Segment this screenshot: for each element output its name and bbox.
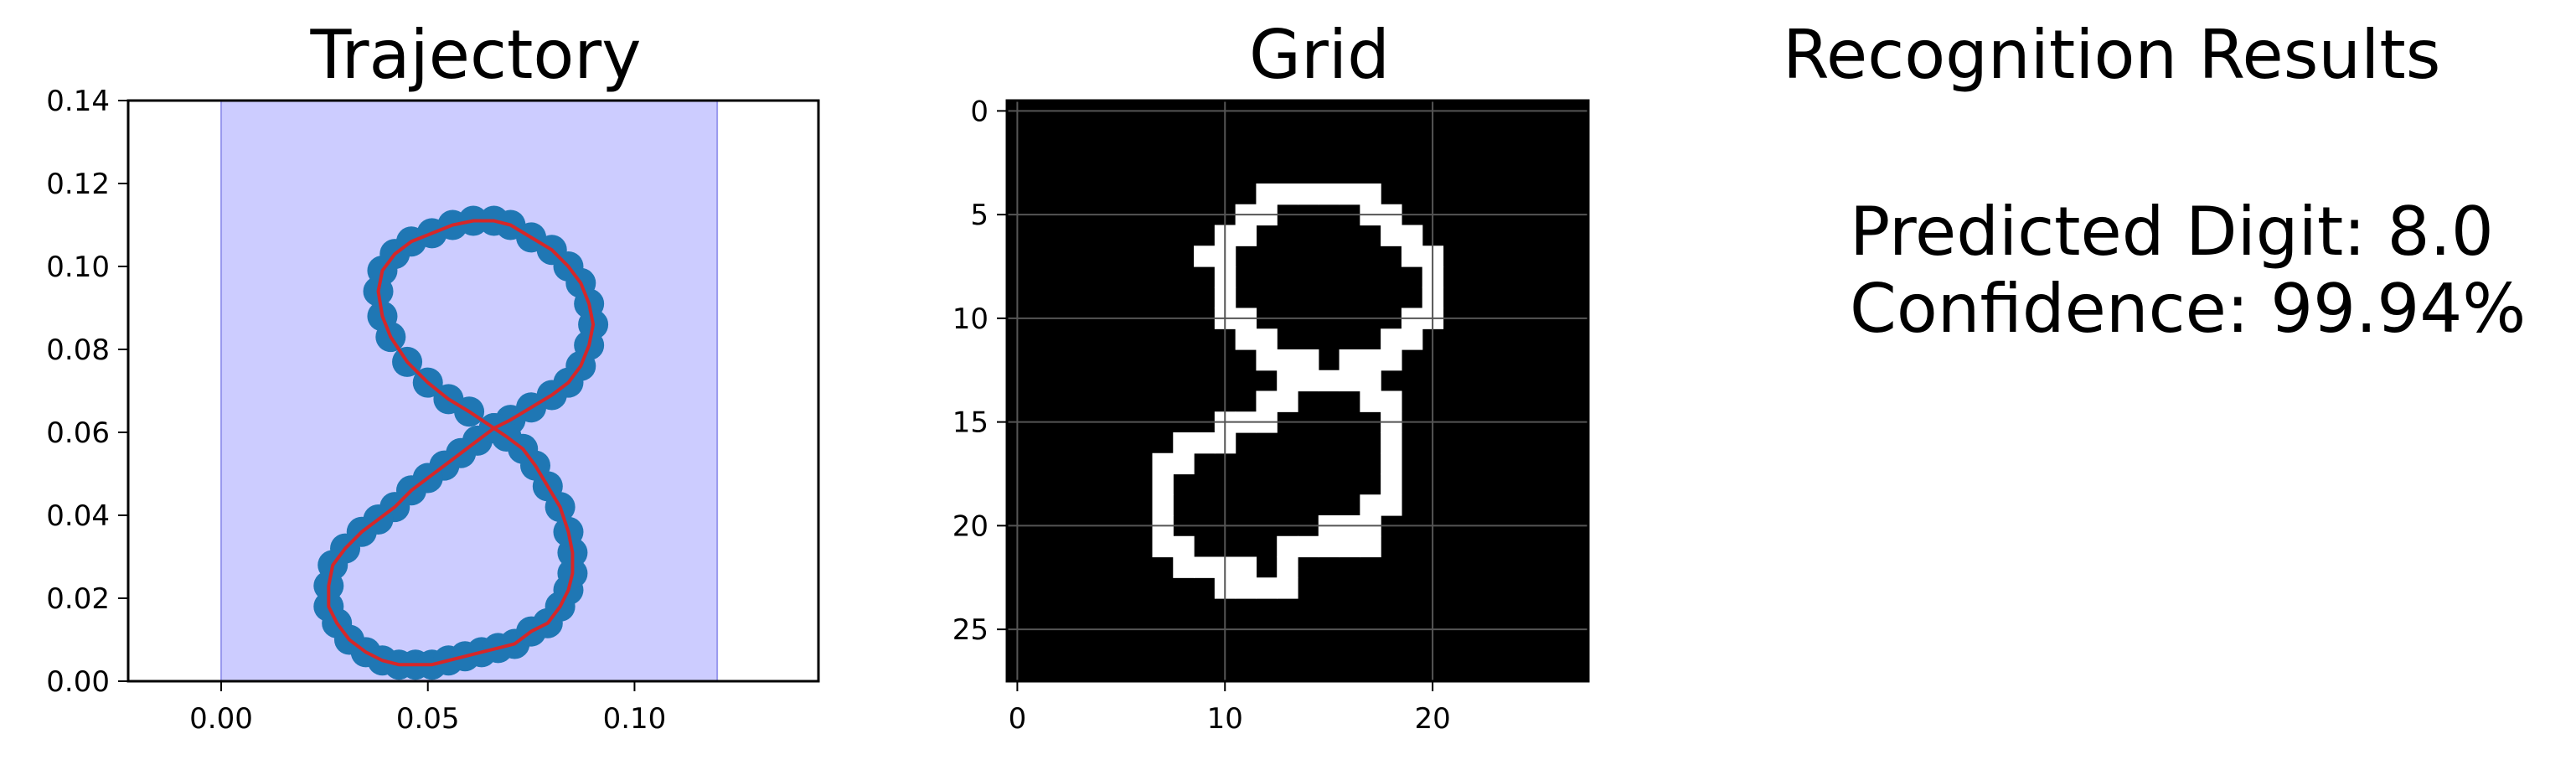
grid-cell-on bbox=[1381, 494, 1402, 516]
grid-cell-on bbox=[1360, 494, 1381, 516]
y-tick-label: 10 bbox=[952, 302, 989, 336]
trajectory-title: Trajectory bbox=[310, 16, 642, 94]
grid-cell-on bbox=[1173, 535, 1195, 558]
x-tick-label: 20 bbox=[1414, 702, 1450, 736]
x-tick-label: 0.05 bbox=[396, 702, 460, 736]
grid-cell-on bbox=[1152, 473, 1174, 495]
confidence-text: Confidence: 99.94% bbox=[1850, 270, 2526, 348]
grid-cell-on bbox=[1277, 390, 1298, 412]
grid-cell-on bbox=[1318, 535, 1340, 558]
grid-cell-on bbox=[1256, 577, 1278, 599]
trajectory-axes-frame bbox=[126, 99, 820, 683]
grid-cell-on bbox=[1277, 370, 1298, 392]
y-tick-label: 0.14 bbox=[46, 85, 110, 118]
grid-cell-on bbox=[1277, 349, 1298, 371]
grid-cell-on bbox=[1360, 370, 1381, 392]
grid-cell-on bbox=[1339, 183, 1360, 205]
grid-cell-on bbox=[1173, 452, 1195, 475]
grid-cell-on bbox=[1360, 535, 1381, 558]
trajectory-panel: Trajectory 0.00 0.05 0.10 0.00 0.02 0.04 0.06… bbox=[46, 16, 820, 736]
grid-cell-on bbox=[1401, 328, 1423, 350]
grid-cell-on bbox=[1360, 390, 1381, 412]
grid-cell-on bbox=[1256, 328, 1278, 350]
grid-title: Grid bbox=[1249, 16, 1390, 94]
grid-cell-on bbox=[1173, 556, 1195, 578]
grid-cell-on bbox=[1381, 473, 1402, 495]
grid-cells bbox=[1152, 183, 1444, 599]
y-tick-label: 15 bbox=[952, 406, 989, 440]
x-tick-label: 0.00 bbox=[189, 702, 253, 736]
results-panel: Recognition Results Predicted Digit: 8.0… bbox=[1783, 16, 2526, 348]
x-tick-label: 10 bbox=[1207, 702, 1243, 736]
grid-gridlines bbox=[1007, 101, 1588, 681]
y-tick-label: 0.06 bbox=[46, 416, 110, 450]
y-tick-label: 0.04 bbox=[46, 499, 110, 533]
y-tick-label: 0.00 bbox=[46, 665, 110, 699]
grid-cell-on bbox=[1256, 183, 1278, 205]
predicted-digit-text: Predicted Digit: 8.0 bbox=[1850, 193, 2494, 271]
grid-axes-frame bbox=[1005, 99, 1590, 683]
grid-cell-on bbox=[1235, 556, 1257, 578]
grid-cell-on bbox=[1339, 535, 1360, 558]
grid-cell-on bbox=[1173, 432, 1195, 454]
grid-cell-on bbox=[1381, 452, 1402, 475]
grid-cell-on bbox=[1318, 183, 1340, 205]
grid-cell-on bbox=[1360, 349, 1381, 371]
grid-cell-on bbox=[1194, 246, 1216, 267]
y-tick-label: 20 bbox=[952, 509, 989, 543]
grid-cell-on bbox=[1381, 432, 1402, 454]
grid-cell-on bbox=[1339, 370, 1360, 392]
grid-y-ticks: 0 5 10 15 20 25 bbox=[952, 95, 1007, 647]
y-tick-label: 0.10 bbox=[46, 251, 110, 284]
grid-cell-on bbox=[1235, 328, 1257, 350]
grid-cell-on bbox=[1235, 225, 1257, 246]
grid-cell-on bbox=[1381, 349, 1402, 371]
grid-cell-on bbox=[1256, 390, 1278, 412]
x-tick-label: 0.10 bbox=[603, 702, 667, 736]
grid-cell-on bbox=[1381, 390, 1402, 412]
grid-cell-on bbox=[1277, 183, 1298, 205]
trajectory-y-ticks: 0.00 0.02 0.04 0.06 0.08 0.10 0.12 0.14 bbox=[46, 85, 128, 699]
grid-cell-on bbox=[1298, 535, 1319, 558]
grid-cell-on bbox=[1381, 328, 1402, 350]
grid-cell-on bbox=[1298, 370, 1319, 392]
grid-cell-on bbox=[1152, 535, 1174, 558]
grid-cell-on bbox=[1277, 556, 1298, 578]
y-tick-label: 0 bbox=[970, 95, 989, 128]
results-title: Recognition Results bbox=[1783, 16, 2440, 94]
grid-cell-on bbox=[1194, 556, 1216, 578]
grid-cell-on bbox=[1401, 225, 1423, 246]
grid-cell-on bbox=[1381, 225, 1402, 246]
grid-cell-on bbox=[1318, 370, 1340, 392]
grid-cell-on bbox=[1235, 577, 1257, 599]
grid-cell-on bbox=[1339, 349, 1360, 371]
grid-cell-on bbox=[1152, 452, 1174, 475]
y-tick-label: 0.02 bbox=[46, 582, 110, 616]
grid-panel: Grid 0 10 20 0 5 10 15 20 25 bbox=[952, 16, 1590, 736]
grid-cell-on bbox=[1277, 577, 1298, 599]
y-tick-label: 0.08 bbox=[46, 333, 110, 367]
grid-cell-on bbox=[1277, 535, 1298, 558]
grid-x-ticks: 0 10 20 bbox=[1009, 681, 1451, 736]
grid-cell-on bbox=[1360, 183, 1381, 205]
grid-cell-on bbox=[1298, 349, 1319, 371]
y-tick-label: 5 bbox=[970, 199, 989, 232]
trajectory-shaded-region bbox=[220, 100, 719, 682]
grid-cell-on bbox=[1152, 494, 1174, 516]
grid-cell-on bbox=[1194, 432, 1216, 454]
grid-cell-on bbox=[1401, 246, 1423, 267]
y-tick-label: 25 bbox=[952, 613, 989, 647]
grid-cell-on bbox=[1298, 183, 1319, 205]
grid-cell-on bbox=[1256, 349, 1278, 371]
y-tick-label: 0.12 bbox=[46, 168, 110, 201]
trajectory-x-ticks: 0.00 0.05 0.10 bbox=[189, 681, 666, 736]
x-tick-label: 0 bbox=[1009, 702, 1027, 736]
trajectory-line bbox=[327, 219, 596, 667]
